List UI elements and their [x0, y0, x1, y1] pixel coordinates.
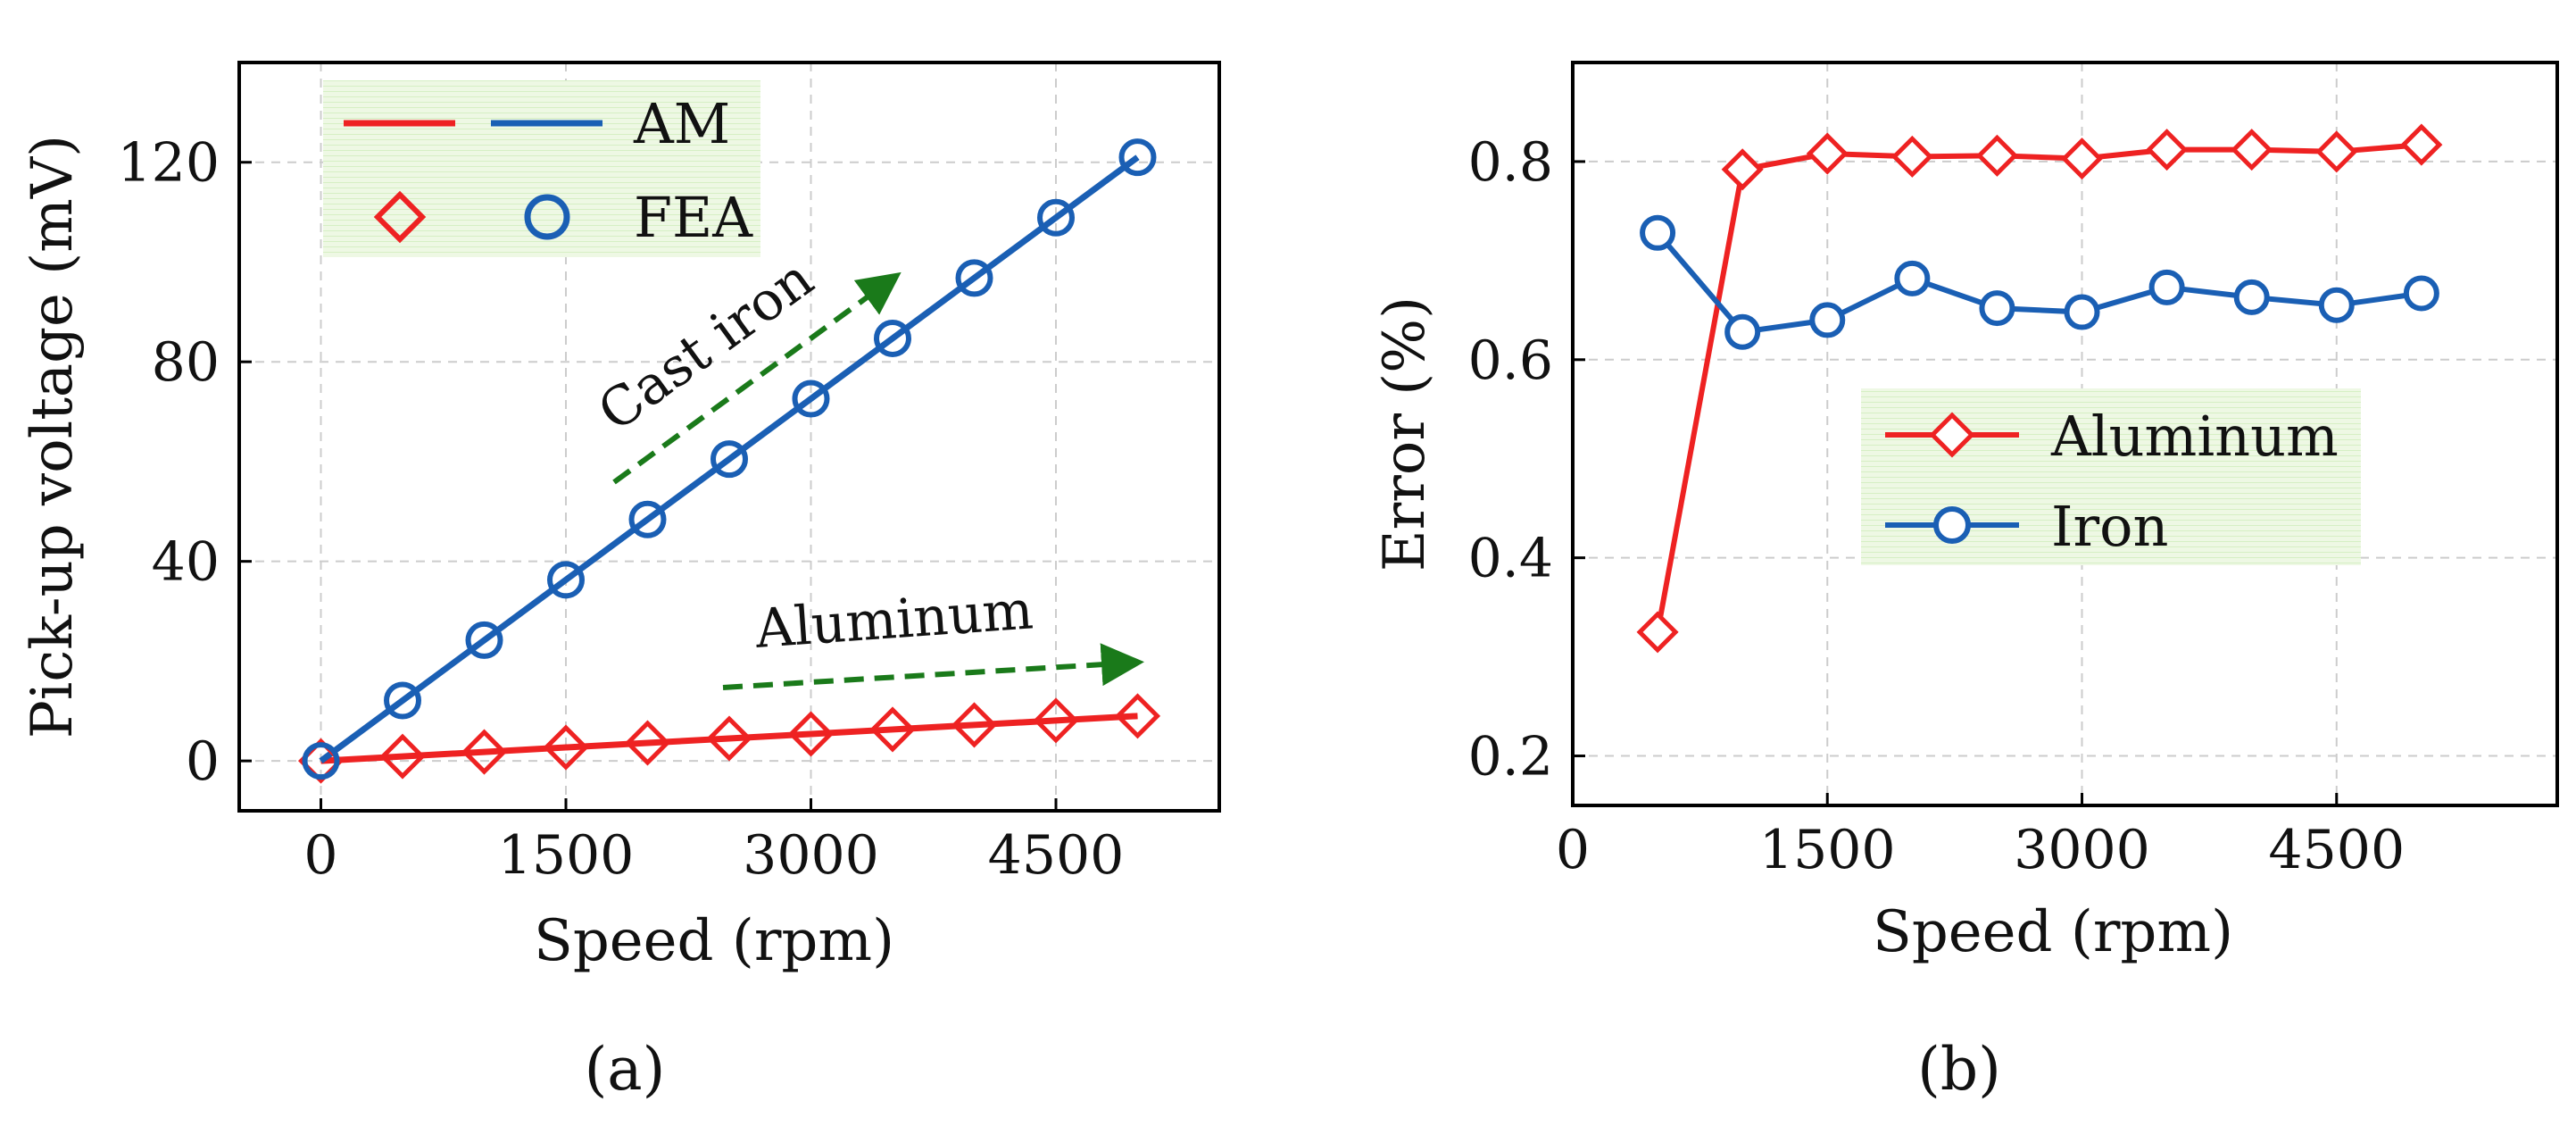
- panel-a-annotation-arrows: [612, 271, 1144, 690]
- data-point-circle: [2064, 294, 2100, 330]
- series-line-cast-iron-am: [319, 154, 1140, 763]
- data-point-circle: [2148, 269, 2185, 305]
- legend-aluminum-marker: [1929, 412, 1975, 458]
- data-point-circle: [384, 681, 421, 720]
- legend-fea-circle-marker: [524, 194, 570, 240]
- panel-a-series: [297, 138, 1161, 784]
- caption-b: (b): [1917, 1035, 2001, 1104]
- data-point-diamond: [1114, 693, 1161, 739]
- y-tick-label: 0.8: [1468, 131, 1553, 194]
- cast-iron-arrow: [612, 271, 902, 485]
- data-point-circle: [1894, 260, 1931, 296]
- data-point-diamond: [2146, 129, 2189, 171]
- panel-a-ylabel: Pick-up voltage (mV): [20, 135, 86, 738]
- data-point-circle: [1640, 214, 1676, 251]
- data-point-diamond: [379, 733, 426, 780]
- data-point-diamond: [787, 711, 835, 757]
- x-tick-label: 0: [1556, 819, 1590, 881]
- legend-a-background: [323, 80, 760, 257]
- data-point-diamond: [543, 724, 589, 771]
- annotation-aluminum: Aluminum: [752, 579, 1035, 661]
- legend-fea-label: FEA: [634, 185, 753, 250]
- data-point-circle: [1809, 302, 1846, 338]
- data-point-circle: [710, 440, 748, 479]
- data-point-diamond: [1033, 697, 1079, 744]
- aluminum-arrow: [722, 643, 1144, 690]
- legend-aluminum-label: Aluminum: [2050, 404, 2339, 469]
- y-tick-label: 120: [117, 132, 220, 195]
- data-point-diamond: [2060, 138, 2104, 180]
- y-tick-label: 80: [152, 331, 220, 394]
- caption-a: (a): [585, 1035, 666, 1104]
- data-point-diamond: [461, 729, 508, 775]
- panel-b-frame: [1571, 61, 2559, 807]
- data-point-diamond: [1721, 148, 1764, 191]
- data-point-circle: [547, 561, 585, 599]
- x-tick-label: 3000: [743, 824, 879, 887]
- series-line-iron: [1655, 230, 2422, 335]
- y-tick-label: 0.4: [1468, 528, 1553, 590]
- data-point-diamond: [1890, 135, 1933, 178]
- data-point-circle: [2403, 275, 2439, 312]
- data-point-circle: [1724, 313, 1761, 350]
- legend-fea-diamond-marker: [373, 190, 427, 244]
- x-tick-label: 1500: [1759, 819, 1896, 881]
- data-point-diamond: [869, 706, 916, 753]
- data-point-diamond: [2231, 129, 2273, 171]
- data-point-diamond: [1975, 134, 2018, 177]
- data-point-diamond: [2400, 123, 2443, 166]
- series-line-aluminum: [1655, 142, 2422, 633]
- panel-b-legend: Aluminum Iron: [1861, 388, 2361, 565]
- data-point-circle: [955, 259, 993, 297]
- panel-a-legend: AM FEA: [323, 80, 760, 257]
- x-tick-label: 1500: [498, 824, 635, 887]
- data-point-circle: [465, 621, 503, 659]
- legend-iron-label: Iron: [2051, 494, 2168, 559]
- data-point-circle: [1979, 290, 2015, 327]
- y-tick-label: 40: [152, 531, 220, 594]
- legend-am-label: AM: [633, 91, 730, 156]
- data-point-circle: [792, 380, 830, 418]
- x-tick-label: 3000: [2014, 819, 2150, 881]
- panel-a-frame: [237, 61, 1221, 813]
- panel-b-series: [1636, 123, 2443, 654]
- data-point-diamond: [1636, 611, 1679, 654]
- panel-b-ylabel: Error (%): [1372, 296, 1438, 571]
- series-line-aluminum-am: [320, 713, 1138, 764]
- y-tick-label: 0.6: [1468, 329, 1553, 392]
- y-tick-label: 0: [186, 730, 220, 793]
- panel-a-xlabel: Speed (rpm): [534, 908, 894, 974]
- data-point-diamond: [951, 702, 998, 748]
- panel-b-xlabel: Speed (rpm): [1873, 899, 2233, 965]
- data-point-circle: [874, 319, 911, 357]
- data-point-circle: [302, 742, 340, 780]
- data-point-circle: [1037, 198, 1075, 237]
- panel-b-ticks: 0 1500 3000 4500 0.2 0.4 0.6 0.8: [1468, 131, 2406, 881]
- data-point-diamond: [624, 720, 671, 766]
- data-point-diamond: [1806, 132, 1849, 175]
- data-point-diamond: [2315, 130, 2358, 173]
- legend-iron-marker: [1933, 506, 1971, 544]
- data-point-circle: [2318, 287, 2355, 323]
- x-tick-label: 4500: [2268, 819, 2405, 881]
- y-tick-label: 0.2: [1468, 726, 1553, 788]
- data-point-circle: [2233, 279, 2270, 315]
- data-point-circle: [628, 500, 667, 538]
- data-point-diamond: [706, 715, 752, 762]
- x-tick-label: 4500: [988, 824, 1125, 887]
- data-point-circle: [1118, 138, 1157, 177]
- x-tick-label: 0: [303, 824, 337, 887]
- panel-a-ticks: 0 1500 3000 4500 0 40 80 120: [117, 132, 1124, 887]
